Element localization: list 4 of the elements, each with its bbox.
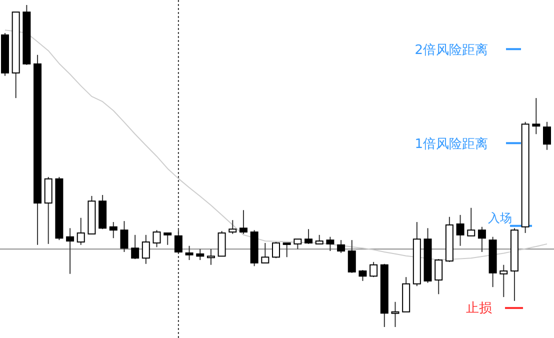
ref-line-label: 入场 — [488, 210, 512, 225]
ref-line-label: 1倍风险距离 — [414, 136, 488, 152]
ref-line-label: 2倍风险距离 — [414, 42, 488, 58]
ref-line-label: 止损 — [466, 301, 492, 316]
